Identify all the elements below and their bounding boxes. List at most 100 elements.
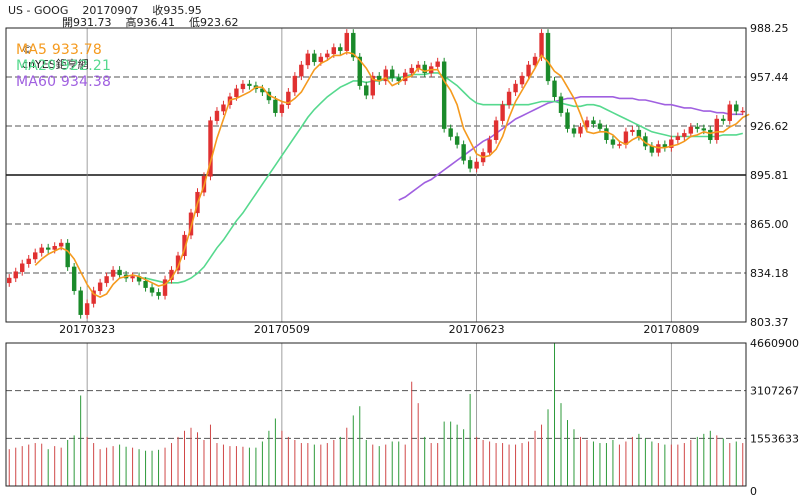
ma60-layer — [398, 96, 743, 201]
x-axis-labels: 20170323 20170509 20170623 20170809 — [59, 323, 699, 336]
candle-body — [396, 77, 401, 82]
candle-body — [506, 91, 512, 105]
candle-body — [91, 290, 96, 304]
candle-body — [721, 118, 726, 121]
candle-body — [734, 104, 739, 112]
volume-tick-label: 0 — [750, 485, 757, 498]
price-tick-label: 895.81 — [750, 169, 789, 182]
candle-body — [708, 129, 713, 140]
candle-body — [247, 83, 252, 86]
date-tick-label: 20170809 — [643, 323, 699, 336]
candle-body — [292, 75, 298, 93]
candle-body — [71, 266, 77, 292]
candle-body — [279, 104, 285, 113]
candle-body — [500, 104, 505, 121]
candle-body — [299, 64, 304, 77]
candle-body — [727, 104, 732, 121]
source-label: cnYES鉅亨網 — [22, 58, 89, 71]
candle-body — [130, 276, 135, 279]
candle-body — [467, 160, 473, 169]
candle-body — [110, 269, 116, 277]
candle-body — [364, 85, 369, 96]
candle-body — [214, 110, 220, 121]
candle-body — [208, 120, 213, 177]
candle-body — [539, 32, 544, 58]
candle-body — [409, 67, 414, 74]
candle-body — [701, 128, 707, 131]
candle-body — [7, 277, 12, 284]
ma5-line — [34, 51, 750, 298]
price-tick-label: 957.44 — [750, 71, 789, 84]
candle-body — [104, 276, 109, 284]
candle-body — [630, 129, 635, 133]
y-axis-labels: 988.25 957.44 926.62 895.81 865.00 834.18 803.… — [750, 22, 799, 498]
candle-body — [519, 75, 525, 85]
candle-body — [597, 123, 603, 129]
candle-body — [552, 80, 557, 98]
candle-body — [234, 88, 239, 98]
price-tick-label: 834.18 — [750, 267, 789, 280]
candle-body — [58, 242, 64, 247]
chart-frames — [5, 27, 747, 487]
candle-body — [513, 83, 518, 93]
candle-body — [65, 242, 70, 268]
candle-body — [558, 96, 564, 113]
header-symbol-close: US - GOOG 20170907 收935.95 — [8, 4, 202, 17]
price-tick-label: 988.25 — [750, 22, 789, 35]
candle-body — [221, 104, 226, 112]
volume-series — [8, 343, 744, 486]
candle-body — [435, 61, 440, 67]
candle-body — [454, 136, 460, 145]
candle-body — [571, 128, 577, 134]
candle-body — [682, 133, 687, 137]
date-tick-label: 20170509 — [254, 323, 310, 336]
candle-body — [149, 287, 155, 293]
candle-body — [312, 53, 317, 63]
candle-body — [26, 258, 31, 265]
candle-body — [675, 136, 681, 140]
candle-body — [487, 139, 492, 153]
candle-body — [45, 247, 51, 250]
candle-body — [344, 32, 349, 51]
candle-body — [286, 91, 291, 105]
volume-tick-label: 3107267 — [750, 385, 799, 398]
legend-ma60: MA60 934.38 — [16, 74, 112, 90]
candle-body — [370, 75, 375, 96]
candle-body — [162, 279, 168, 296]
candle-body — [695, 126, 700, 129]
candle-body — [357, 56, 362, 86]
volume-panel-frame — [5, 342, 747, 487]
date-tick-label: 20170323 — [59, 323, 115, 336]
candle-body — [636, 129, 642, 137]
volume-tick-label: 1553633 — [750, 432, 799, 445]
candle-body — [617, 144, 622, 146]
candle-body — [351, 32, 356, 58]
candle-body — [39, 247, 44, 253]
copyright-icon: © — [22, 43, 33, 56]
candle-body — [78, 290, 83, 315]
candle-body — [273, 99, 278, 113]
candle-body — [584, 120, 590, 128]
volume-tick-label: 4660900 — [750, 337, 799, 350]
price-tick-label: 926.62 — [750, 120, 789, 133]
price-tick-label: 865.00 — [750, 218, 789, 231]
volume-grid — [6, 343, 746, 486]
candle-body — [714, 118, 719, 140]
candle-body — [156, 292, 161, 296]
candle-body — [441, 61, 447, 129]
candle-body — [305, 53, 311, 66]
candle-body — [604, 128, 609, 140]
candle-body — [390, 69, 395, 78]
candle-body — [448, 128, 453, 137]
candle-body — [493, 120, 499, 140]
candle-body — [545, 32, 551, 82]
candle-body — [565, 112, 570, 129]
candle-body — [740, 110, 745, 113]
candle-body — [610, 139, 616, 145]
price-grid — [6, 28, 746, 322]
candle-body — [578, 126, 583, 134]
candle-body — [240, 83, 246, 90]
price-tick-label: 803.37 — [750, 316, 789, 329]
